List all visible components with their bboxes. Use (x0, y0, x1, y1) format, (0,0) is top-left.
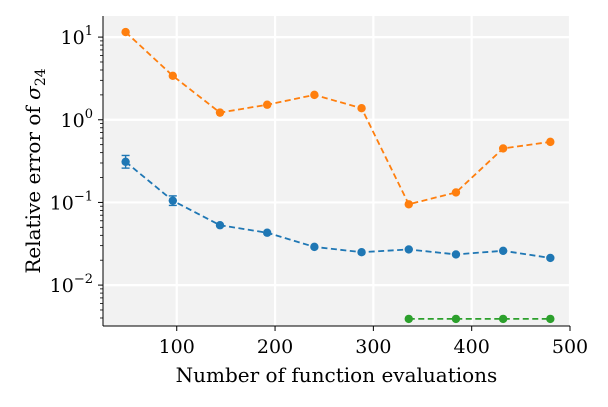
data-point (215, 108, 225, 117)
data-point (121, 27, 130, 37)
data-point (121, 157, 130, 167)
data-point (498, 246, 508, 255)
series-line (125, 31, 551, 206)
y-tick-label: 100 (61, 107, 93, 132)
data-point (498, 144, 508, 153)
data-point (168, 71, 178, 81)
x-tick-label: 200 (257, 336, 293, 358)
x-tick-label: 300 (355, 336, 391, 358)
series-group (121, 27, 555, 324)
x-axis-label: Number of function evaluations (176, 363, 498, 387)
data-point (215, 221, 225, 230)
data-point (451, 250, 461, 259)
series-1 (121, 27, 555, 209)
series-3 (404, 314, 555, 324)
y-tick-label: 101 (61, 24, 93, 49)
data-point (498, 314, 508, 324)
data-point (404, 314, 413, 324)
data-point (310, 90, 319, 100)
data-point (168, 196, 178, 205)
data-point (451, 314, 461, 324)
data-point (546, 137, 555, 147)
data-point (262, 100, 272, 109)
series-line (125, 161, 551, 259)
data-point (262, 228, 272, 237)
grid (103, 16, 572, 326)
axes (98, 16, 571, 331)
data-point (404, 245, 413, 254)
y-axis-label: Relative error of σ24 (21, 68, 49, 273)
data-point (357, 247, 366, 257)
plot-background (103, 16, 570, 326)
plot-area (103, 16, 570, 326)
y-tick-label: 10−2 (50, 272, 93, 297)
data-point (310, 242, 319, 252)
data-point (546, 314, 555, 324)
x-tick-label: 100 (159, 336, 195, 358)
data-point (404, 200, 413, 209)
y-tick-label: 10−1 (50, 189, 93, 214)
series-2 (121, 154, 555, 263)
x-tick-label: 400 (454, 336, 490, 358)
data-point (451, 188, 461, 197)
data-point (546, 253, 555, 263)
data-point (357, 104, 366, 113)
tick-labels: 100 200 300 400 500 10−2 10−1 100 101 (50, 24, 588, 358)
x-tick-label: 500 (552, 336, 588, 358)
